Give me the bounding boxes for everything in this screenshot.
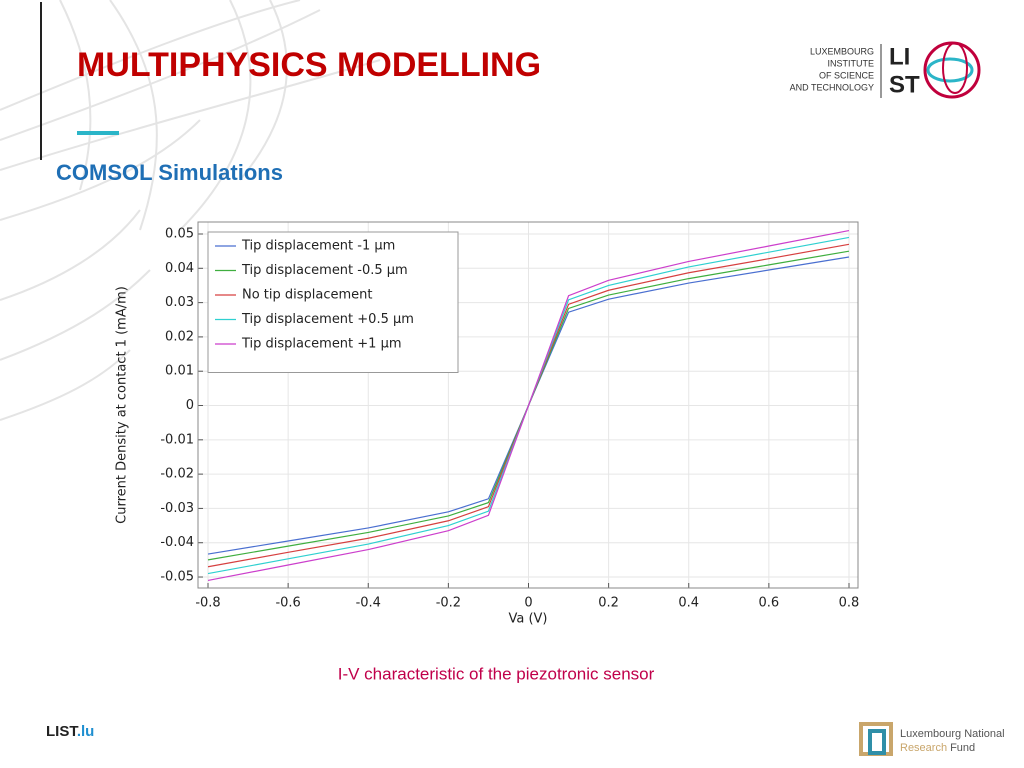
slide-title: MULTIPHYSICS MODELLING xyxy=(77,46,541,84)
x-tick-label: -0.6 xyxy=(275,596,300,611)
x-tick-label: -0.8 xyxy=(195,596,220,611)
fund-text-b: Fund xyxy=(950,742,975,754)
fund-logo xyxy=(868,729,886,755)
logo-text: LUXEMBOURG xyxy=(810,46,874,56)
y-tick-label: -0.04 xyxy=(160,535,194,550)
y-tick-label: -0.03 xyxy=(160,501,194,516)
legend-label: Tip displacement +1 µm xyxy=(241,337,402,352)
y-tick-label: -0.02 xyxy=(160,467,194,482)
y-axis-label: Current Density at contact 1 (mA/m) xyxy=(115,286,130,524)
caption: I-V characteristic of the piezotronic se… xyxy=(338,664,655,683)
x-tick-label: 0.8 xyxy=(839,596,860,611)
x-tick-label: 0 xyxy=(524,596,532,611)
logo-mark: ST xyxy=(889,71,920,98)
fund-logo xyxy=(859,722,893,756)
fund-text-a: Research xyxy=(900,742,947,754)
logo-globe xyxy=(926,57,974,83)
series-line xyxy=(207,229,850,582)
x-axis-label: Va (V) xyxy=(508,612,547,627)
logo-globe xyxy=(942,42,968,94)
legend-label: No tip displacement xyxy=(242,288,373,303)
logo-text: AND TECHNOLOGY xyxy=(790,82,874,92)
plot-frame xyxy=(197,221,859,589)
logo-text: OF SCIENCE xyxy=(819,70,874,80)
accent-bar xyxy=(77,131,119,135)
footer-site: LIST.lu xyxy=(46,723,94,740)
y-tick-label: 0 xyxy=(186,398,194,413)
slide-subtitle: COMSOL Simulations xyxy=(56,160,283,185)
logo-text: INSTITUTE xyxy=(828,58,875,68)
fund-text: Luxembourg National xyxy=(900,728,1005,740)
y-tick-label: 0.02 xyxy=(165,329,194,344)
y-tick-label: 0.04 xyxy=(165,261,194,276)
legend-box xyxy=(207,231,459,373)
y-tick-label: 0.01 xyxy=(165,364,194,379)
y-tick-label: 0.03 xyxy=(165,295,194,310)
fund-text: Research Fund xyxy=(900,742,975,754)
x-tick-label: -0.4 xyxy=(356,596,381,611)
y-tick-label: -0.05 xyxy=(160,570,194,585)
background-decoration xyxy=(0,0,381,421)
y-tick-label: 0.05 xyxy=(165,227,194,242)
x-tick-label: 0.2 xyxy=(598,596,619,611)
legend-label: Tip displacement -0.5 µm xyxy=(241,263,408,278)
legend-label: Tip displacement -1 µm xyxy=(241,239,395,254)
logo-mark: LI xyxy=(889,43,910,70)
x-tick-label: -0.2 xyxy=(436,596,461,611)
y-tick-label: -0.01 xyxy=(160,432,194,447)
chart: -0.05 -0.04 -0.03 -0.02 -0.01 0 0.01 0.02 0.03 0.… xyxy=(115,221,860,627)
legend-label: Tip displacement +0.5 µm xyxy=(241,312,414,327)
x-tick-label: 0.6 xyxy=(759,596,780,611)
footer-site-name: LIST xyxy=(46,723,78,740)
x-tick-label: 0.4 xyxy=(678,596,699,611)
logo: LUXEMBOURG INSTITUTE OF SCIENCE AND TECH… xyxy=(790,41,981,99)
footer-site-suffix: .lu xyxy=(77,723,95,740)
